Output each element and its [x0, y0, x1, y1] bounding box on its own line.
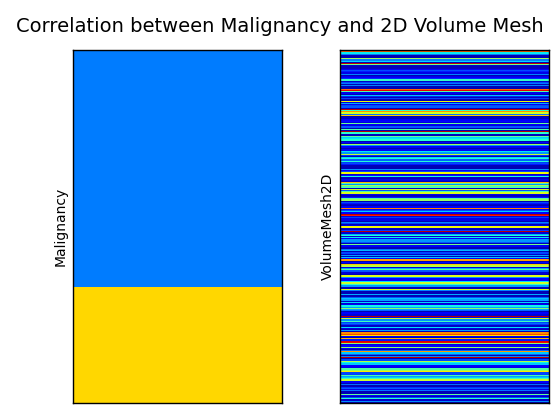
- Y-axis label: VolumeMesh2D: VolumeMesh2D: [320, 173, 334, 281]
- Y-axis label: Malignancy: Malignancy: [53, 187, 67, 266]
- Text: Correlation between Malignancy and 2D Volume Mesh: Correlation between Malignancy and 2D Vo…: [16, 17, 544, 36]
